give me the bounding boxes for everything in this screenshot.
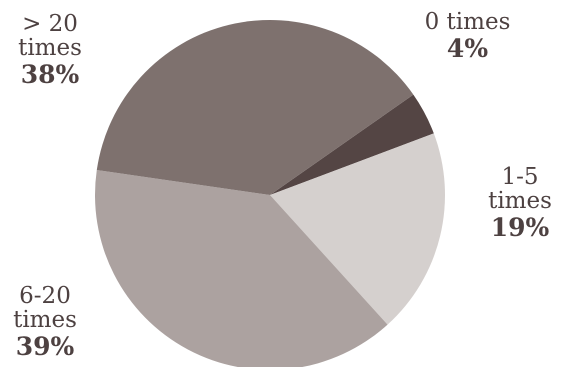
label-1-5-times-name-line2: times (488, 188, 552, 214)
label-6-20-times: 6-20 times 39% (0, 284, 90, 362)
label-6-20-times-name-line2: times (13, 307, 77, 333)
label-6-20-times-name-line1: 6-20 (19, 283, 71, 309)
label-1-5-times-name-line1: 1-5 (501, 164, 539, 190)
label-0-times-name: 0 times (424, 9, 511, 35)
label-1-5-times-percent: 19% (490, 213, 550, 242)
label-1-5-times: 1-5 times 19% (475, 165, 561, 243)
slice-0-times (270, 94, 434, 195)
label-6-20-times-percent: 39% (15, 332, 75, 361)
label-over-20-times-name-line1: > 20 (22, 11, 78, 37)
slice-over-20-times (96, 19, 414, 196)
label-over-20-times-name-line2: times (18, 35, 82, 61)
label-over-20-times: > 20 times 38% (5, 12, 95, 90)
slice-6-20-times (95, 170, 388, 367)
label-0-times: 0 times 4% (405, 10, 530, 64)
slice-1-5-times (270, 133, 445, 325)
label-0-times-percent: 4% (446, 34, 489, 63)
label-over-20-times-percent: 38% (20, 60, 80, 89)
